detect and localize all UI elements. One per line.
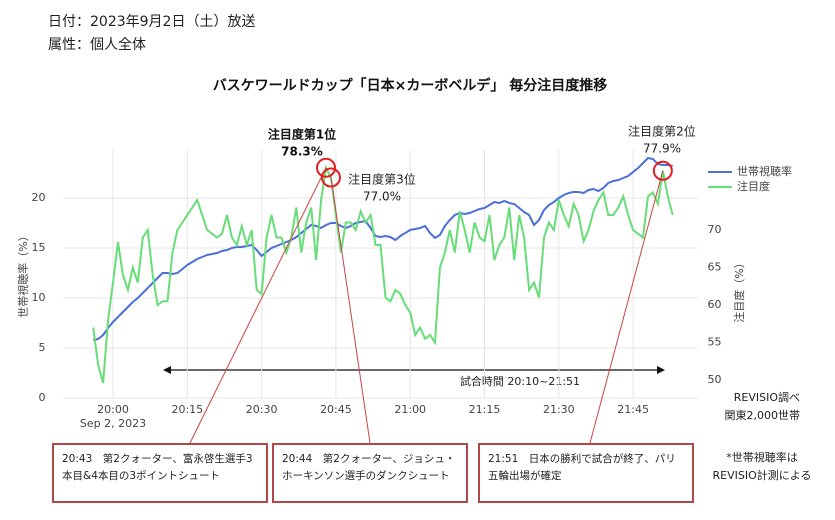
- annotation-value: 77.9%: [643, 142, 681, 156]
- y-tick-label: 20: [32, 191, 46, 204]
- x-tick-label: 20:00: [97, 403, 129, 416]
- note-box: 20:44 第2クォーター、ジョシュ・ホーキンソン選手のダンクシュート: [272, 443, 468, 503]
- chart-title: バスケワールドカップ「日本×カーボベルデ」 毎分注目度推移: [213, 77, 608, 94]
- legend-label: 注目度: [737, 179, 770, 193]
- date: 日付：2023年9月2日（土）放送: [48, 14, 255, 30]
- y2-tick-label: 70: [708, 223, 722, 236]
- match-label: 試合時間 20:10~21:51: [460, 374, 580, 388]
- y2-tick-label: 65: [708, 261, 722, 274]
- annotation-title: 注目度第2位: [628, 124, 696, 139]
- y2-tick-label: 55: [708, 336, 722, 349]
- source: 関東2,000世帯: [725, 409, 801, 422]
- pointer-line: [330, 177, 371, 444]
- annotation-title: 注目度第3位: [348, 172, 416, 187]
- y2-axis-label: 注目度（%）: [732, 257, 746, 322]
- note-box: 21:51 日本の勝利で試合が終了、パリ五輪出場が確定: [478, 443, 694, 503]
- annotation-title: 注目度第1位: [268, 127, 336, 142]
- source: REVISIO調べ: [734, 390, 800, 404]
- note-box: 20:43 第2クォーター、富永啓生選手3本目&4本目の3ポイントシュート: [52, 443, 268, 503]
- series-line: [92, 164, 674, 384]
- y-tick-label: 0: [39, 391, 46, 404]
- x-tick-label: 21:00: [394, 403, 426, 416]
- y-tick-label: 5: [39, 341, 46, 354]
- y-tick-label: 10: [32, 291, 46, 304]
- annotation-value: 78.3%: [281, 145, 323, 159]
- pointer-line: [189, 167, 327, 444]
- x-tick-label: 21:45: [617, 403, 649, 416]
- attribute: 属性：個人全体: [48, 36, 146, 53]
- annotation-value: 77.0%: [363, 190, 401, 204]
- pointer-line: [589, 170, 664, 444]
- footnote: *世帯視聴率は: [726, 450, 798, 464]
- footnote: REVISIO計測による: [713, 468, 812, 482]
- x-tick-label: 20:15: [171, 403, 203, 416]
- peak-circle: [320, 167, 341, 188]
- peak-circle: [316, 157, 337, 178]
- x-date-label: Sep 2, 2023: [80, 417, 146, 430]
- y2-tick-label: 50: [708, 373, 722, 386]
- x-tick-label: 21:30: [543, 403, 575, 416]
- legend-label: 世帯視聴率: [737, 164, 792, 178]
- y-tick-label: 15: [32, 241, 46, 254]
- x-tick-label: 21:15: [469, 403, 501, 416]
- y-axis-label: 世帯視聴率（%）: [16, 230, 30, 317]
- x-tick-label: 20:30: [246, 403, 278, 416]
- x-tick-label: 20:45: [320, 403, 352, 416]
- y2-tick-label: 60: [708, 298, 722, 311]
- peak-circle: [652, 160, 673, 181]
- series-line: [93, 156, 673, 341]
